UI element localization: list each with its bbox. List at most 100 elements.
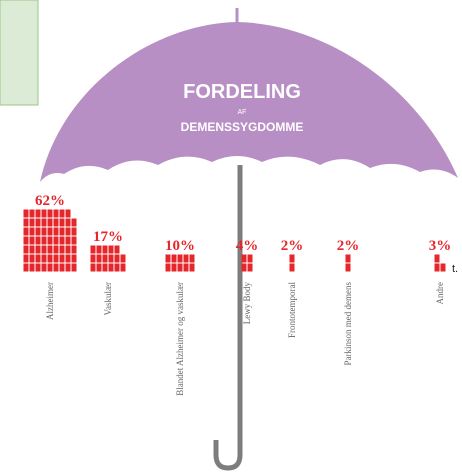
icon-cell xyxy=(66,264,71,272)
icon-cell xyxy=(72,264,77,272)
icon-cell xyxy=(66,228,71,236)
icon-cell xyxy=(66,255,71,263)
icon-cell xyxy=(24,237,29,245)
icon-cell xyxy=(36,210,41,218)
icon-cell xyxy=(36,228,41,236)
icon-cell xyxy=(121,255,126,263)
pictogram-bar xyxy=(91,246,126,272)
icon-cell xyxy=(30,237,35,245)
icon-cell xyxy=(30,255,35,263)
icon-cell xyxy=(72,246,77,254)
value-label: 4% xyxy=(236,238,259,254)
pictogram-bar xyxy=(290,255,295,272)
category-label: Lewy Body xyxy=(242,282,252,325)
icon-cell xyxy=(115,264,120,272)
icon-cell xyxy=(48,210,53,218)
icon-cell xyxy=(54,219,59,227)
icon-cell xyxy=(42,255,47,263)
category-label: Andre xyxy=(435,282,445,305)
icon-cell xyxy=(103,246,108,254)
icon-cell xyxy=(172,255,177,263)
icon-cell xyxy=(97,246,102,254)
subtitle: DEMENSSYGDOMME xyxy=(181,120,304,134)
icon-cell xyxy=(54,264,59,272)
icon-cell xyxy=(42,210,47,218)
icon-cell xyxy=(290,255,295,263)
icon-cell xyxy=(66,219,71,227)
icon-cell xyxy=(24,228,29,236)
side-box xyxy=(0,0,38,105)
icon-cell xyxy=(242,264,247,272)
icon-cell xyxy=(248,264,253,272)
icon-cell xyxy=(109,255,114,263)
icon-cell xyxy=(66,246,71,254)
icon-cell xyxy=(42,219,47,227)
icon-cell xyxy=(60,237,65,245)
icon-cell xyxy=(30,219,35,227)
icon-cell xyxy=(172,264,177,272)
icon-cell xyxy=(91,255,96,263)
icon-cell xyxy=(30,246,35,254)
title: FORDELING xyxy=(183,81,301,103)
icon-cell xyxy=(60,210,65,218)
icon-cell xyxy=(24,219,29,227)
icon-cell xyxy=(435,264,440,272)
icon-cell xyxy=(42,246,47,254)
icon-cell xyxy=(54,237,59,245)
icon-cell xyxy=(36,237,41,245)
icon-cell xyxy=(60,246,65,254)
icon-cell xyxy=(36,219,41,227)
icon-cell xyxy=(42,237,47,245)
icon-cell xyxy=(190,255,195,263)
icon-cell xyxy=(190,264,195,272)
icon-cell xyxy=(54,228,59,236)
icon-cell xyxy=(24,264,29,272)
icon-cell xyxy=(72,219,77,227)
icon-cell xyxy=(91,246,96,254)
icon-cell xyxy=(109,246,114,254)
icon-cell xyxy=(242,255,247,263)
value-label: 2% xyxy=(337,238,360,254)
icon-cell xyxy=(184,264,189,272)
icon-cell xyxy=(54,255,59,263)
icon-cell xyxy=(42,264,47,272)
icon-cell xyxy=(42,228,47,236)
icon-cell xyxy=(346,255,351,263)
text-fragment: t. xyxy=(452,263,458,275)
icon-cell xyxy=(441,264,446,272)
icon-cell xyxy=(60,219,65,227)
icon-cell xyxy=(121,264,126,272)
category-label: Frontotemporal xyxy=(287,282,297,338)
icon-cell xyxy=(103,264,108,272)
icon-cell xyxy=(24,210,29,218)
icon-cell xyxy=(30,264,35,272)
category-label: Vaskulær xyxy=(103,282,113,316)
infographic: FORDELING AF DEMENSSYGDOMME t. 62%Alzhei… xyxy=(0,0,462,474)
icon-cell xyxy=(60,264,65,272)
pictogram-bar xyxy=(24,210,77,272)
value-label: 10% xyxy=(165,238,195,254)
pictogram-bar xyxy=(435,255,446,272)
value-label: 62% xyxy=(35,193,65,209)
icon-cell xyxy=(91,264,96,272)
icon-cell xyxy=(435,255,440,263)
icon-cell xyxy=(48,246,53,254)
category-label: Parkinson med demens xyxy=(343,282,353,366)
value-label: 3% xyxy=(429,238,452,254)
icon-cell xyxy=(54,246,59,254)
icon-cell xyxy=(178,264,183,272)
icon-cell xyxy=(36,246,41,254)
value-label: 17% xyxy=(93,229,123,245)
icon-cell xyxy=(97,255,102,263)
icon-cell xyxy=(48,219,53,227)
icon-cell xyxy=(166,264,171,272)
icon-cell xyxy=(48,237,53,245)
pictogram-bar xyxy=(242,255,253,272)
icon-cell xyxy=(60,255,65,263)
icon-cell xyxy=(115,255,120,263)
icon-cell xyxy=(103,255,108,263)
icon-cell xyxy=(109,264,114,272)
icon-cell xyxy=(72,255,77,263)
icon-cell xyxy=(184,255,189,263)
icon-cell xyxy=(346,264,351,272)
